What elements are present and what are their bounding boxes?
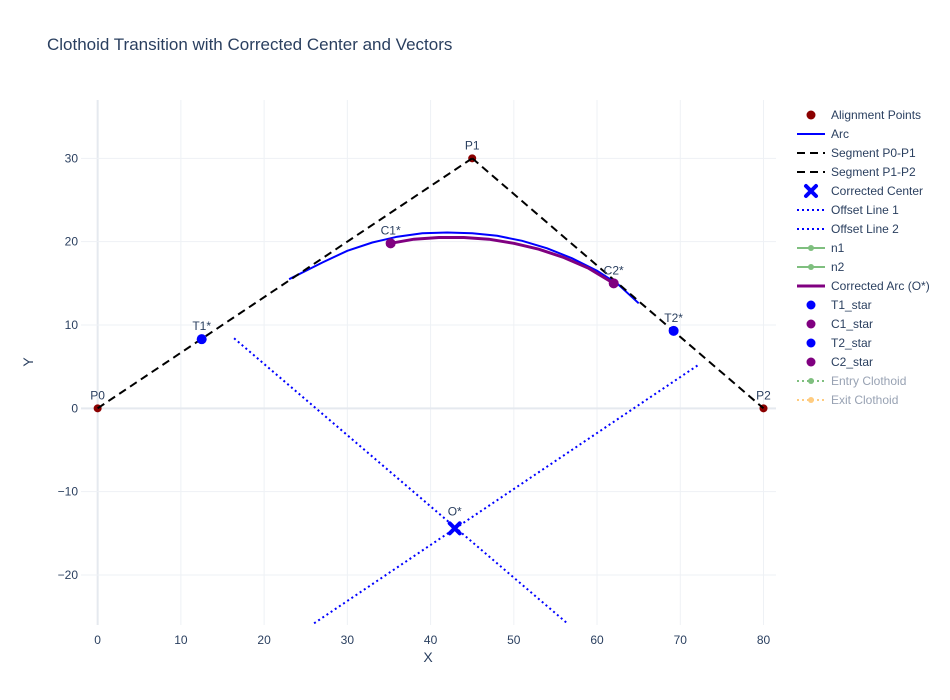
legend-label: Offset Line 1 bbox=[831, 203, 899, 217]
legend-item-t2-star[interactable]: T2_star bbox=[806, 336, 872, 350]
legend-item-arc[interactable]: Arc bbox=[797, 127, 849, 141]
legend-marker bbox=[806, 357, 816, 367]
point-label: P2 bbox=[756, 388, 771, 402]
center-label: O* bbox=[448, 504, 462, 518]
legend-item-c1-star[interactable]: C1_star bbox=[806, 317, 874, 331]
legend-marker bbox=[804, 184, 818, 198]
x-tick-label: 30 bbox=[341, 633, 355, 647]
y-tick-label: −10 bbox=[58, 485, 79, 499]
legend-label: Corrected Center bbox=[831, 184, 923, 198]
point-label: C2* bbox=[604, 263, 624, 277]
legend-marker bbox=[808, 264, 814, 270]
legend-item-alignment-points[interactable]: Alignment Points bbox=[806, 108, 922, 122]
legend-label: Arc bbox=[831, 127, 849, 141]
grid bbox=[81, 100, 776, 625]
legend-item-t1-star[interactable]: T1_star bbox=[806, 298, 872, 312]
legend-label: Alignment Points bbox=[831, 108, 921, 122]
legend-marker bbox=[806, 300, 816, 310]
legend-label: Entry Clothoid bbox=[831, 374, 906, 388]
y-tick-label: 30 bbox=[65, 151, 79, 165]
x-tick-label: 0 bbox=[94, 633, 101, 647]
legend-label: Corrected Arc (O*) bbox=[831, 279, 930, 293]
legend-label: n1 bbox=[831, 241, 845, 255]
legend-label: T2_star bbox=[831, 336, 872, 350]
legend-item-n1[interactable]: n1 bbox=[797, 241, 845, 255]
y-tick-label: −20 bbox=[58, 568, 79, 582]
x-tick-label: 60 bbox=[590, 633, 604, 647]
legend-marker bbox=[806, 338, 816, 348]
y-tick-label: 0 bbox=[71, 401, 78, 415]
legend-item-corrected-arc-o[interactable]: Corrected Arc (O*) bbox=[797, 279, 930, 293]
x-tick-label: 10 bbox=[174, 633, 188, 647]
legend-label: C2_star bbox=[831, 355, 873, 369]
legend-item-exit-clothoid[interactable]: Exit Clothoid bbox=[797, 393, 898, 407]
point-labels: P0 P1 P2 T1* C1* T2* C2* O* bbox=[90, 138, 771, 518]
chart-title: Clothoid Transition with Corrected Cente… bbox=[47, 35, 452, 54]
arc-line[interactable] bbox=[288, 231, 640, 305]
y-axis-title: Y bbox=[20, 357, 36, 367]
legend-item-entry-clothoid[interactable]: Entry Clothoid bbox=[797, 374, 906, 388]
segment-p0-p1-line[interactable] bbox=[97, 157, 473, 410]
legend[interactable]: Alignment Points Arc Segment P0-P1 Segment … bbox=[797, 108, 930, 407]
x-tick-label: 50 bbox=[507, 633, 521, 647]
x-tick-label: 70 bbox=[674, 633, 688, 647]
plot-area[interactable] bbox=[93, 154, 768, 625]
legend-item-corrected-center[interactable]: Corrected Center bbox=[804, 184, 923, 198]
legend-item-segment-p1-p2[interactable]: Segment P1-P2 bbox=[797, 165, 916, 179]
point-label: T1* bbox=[192, 319, 211, 333]
offset-line-1-line[interactable] bbox=[233, 337, 567, 624]
legend-item-n2[interactable]: n2 bbox=[797, 260, 845, 274]
legend-marker bbox=[808, 378, 814, 384]
x-tick-label: 40 bbox=[424, 633, 438, 647]
legend-marker bbox=[808, 245, 814, 251]
legend-marker bbox=[808, 397, 814, 403]
legend-label: T1_star bbox=[831, 298, 872, 312]
legend-label: Offset Line 2 bbox=[831, 222, 899, 236]
c1-star-point[interactable] bbox=[385, 238, 396, 249]
y-tick-label: 10 bbox=[65, 318, 79, 332]
offset-line-2-line[interactable] bbox=[313, 363, 700, 625]
segment-p1-p2-line[interactable] bbox=[471, 157, 765, 410]
legend-label: Segment P0-P1 bbox=[831, 146, 916, 160]
legend-label: n2 bbox=[831, 260, 845, 274]
x-tick-label: 20 bbox=[257, 633, 271, 647]
legend-label: Segment P1-P2 bbox=[831, 165, 916, 179]
c2-star-point[interactable] bbox=[608, 278, 619, 289]
t1-star-point[interactable] bbox=[196, 334, 207, 345]
legend-item-c2-star[interactable]: C2_star bbox=[806, 355, 874, 369]
t2-star-point[interactable] bbox=[668, 325, 679, 336]
legend-label: C1_star bbox=[831, 317, 873, 331]
legend-item-offset-line-2[interactable]: Offset Line 2 bbox=[797, 222, 899, 236]
legend-marker bbox=[806, 110, 816, 120]
x-tick-label: 80 bbox=[757, 633, 771, 647]
y-tick-label: 20 bbox=[65, 235, 79, 249]
legend-item-offset-line-1[interactable]: Offset Line 1 bbox=[797, 203, 899, 217]
point-label: P0 bbox=[90, 388, 105, 402]
point-label: T2* bbox=[664, 311, 683, 325]
legend-item-segment-p0-p1[interactable]: Segment P0-P1 bbox=[797, 146, 916, 160]
legend-marker bbox=[806, 319, 816, 329]
legend-label: Exit Clothoid bbox=[831, 393, 898, 407]
corrected-arc-o-line[interactable] bbox=[390, 236, 615, 285]
point-label: C1* bbox=[381, 223, 401, 237]
x-axis-title: X bbox=[423, 649, 433, 665]
axis-ticks: 0 10 20 30 40 50 60 70 80 −20 −10 0 10 20 30 bbox=[58, 151, 771, 647]
point-label: P1 bbox=[465, 138, 480, 152]
